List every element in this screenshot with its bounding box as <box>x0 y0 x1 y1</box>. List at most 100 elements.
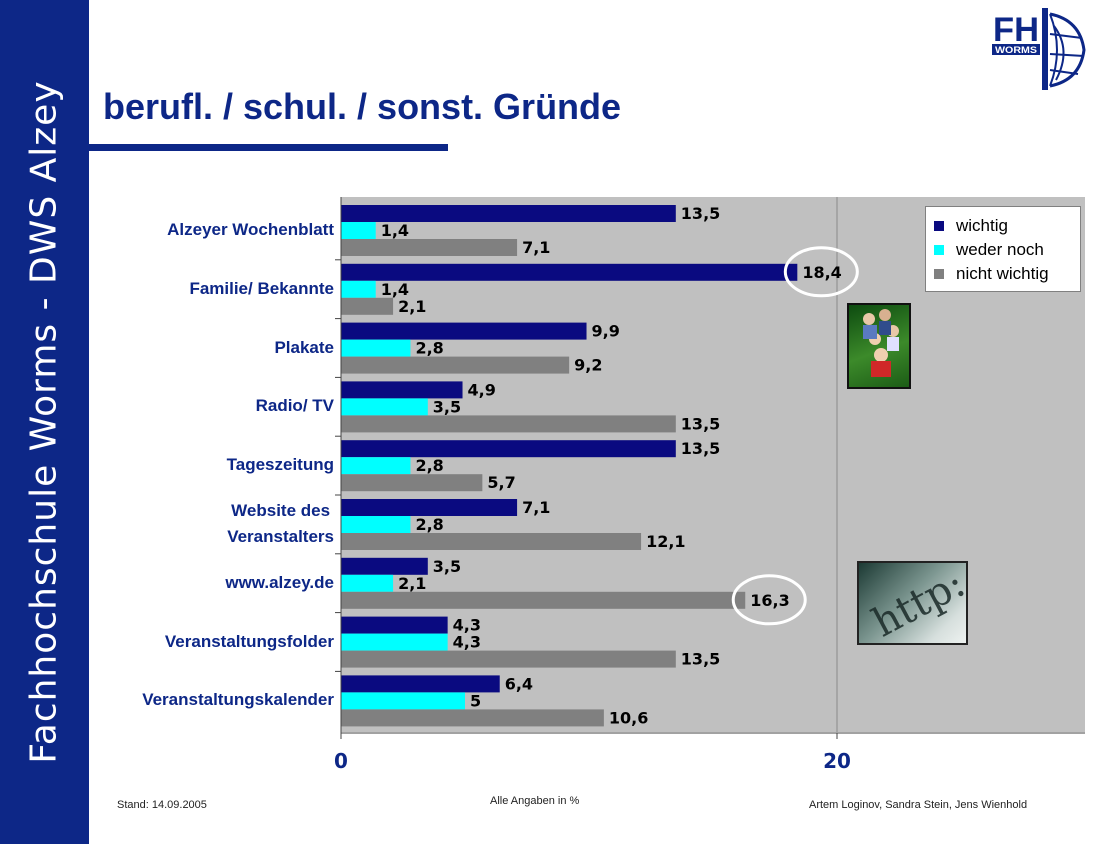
bar-wichtig-veranstaltungsfolder <box>341 616 448 634</box>
title-underline <box>89 144 448 151</box>
category-label-line: Veranstaltungskalender <box>142 690 334 710</box>
legend-swatch-weder-noch <box>934 245 944 255</box>
category-label-website-des-veranstalters: Website des Veranstalters <box>227 498 334 550</box>
data-label: 10,6 <box>609 708 648 727</box>
category-label-line: www.alzey.de <box>225 572 334 592</box>
highlight-circle <box>731 574 807 626</box>
data-label: 9,2 <box>574 356 602 375</box>
category-label-line: Familie/ Bekannte <box>189 278 334 298</box>
data-label: 12,1 <box>646 532 685 551</box>
bar-weder-noch-alzeyer-wochenblatt <box>341 222 376 239</box>
data-label: 13,5 <box>681 439 720 458</box>
category-label-line: Website des <box>231 501 331 520</box>
bar-wichtig-www-alzey-de <box>341 557 428 575</box>
bar-wichtig-alzeyer-wochenblatt <box>341 205 676 222</box>
legend-label: nicht wichtig <box>956 264 1049 283</box>
data-label: 1,4 <box>381 221 409 240</box>
data-label: 5 <box>470 691 481 710</box>
footer-authors: Artem Loginov, Sandra Stein, Jens Wienho… <box>809 799 1028 811</box>
bar-wichtig-tageszeitung <box>341 440 676 458</box>
data-label: 2,8 <box>415 515 443 534</box>
bar-nicht-wichtig-website-des-veranstalters <box>341 533 642 550</box>
bar-weder-noch-plakate <box>341 339 411 357</box>
data-label: 18,4 <box>802 263 841 282</box>
data-label: 2,8 <box>415 456 443 475</box>
category-label-www-alzey-de: www.alzey.de <box>225 570 334 596</box>
group-photo <box>847 303 911 389</box>
bar-wichtig-familie-bekannte <box>341 263 798 281</box>
data-label: 3,5 <box>433 557 461 576</box>
highlight-circle <box>783 246 859 298</box>
bar-nicht-wichtig-www-alzey-de <box>341 591 746 609</box>
category-label-familie-bekannte: Familie/ Bekannte <box>189 276 334 302</box>
category-label-line: Radio/ TV <box>255 396 334 416</box>
legend-swatch-nicht-wichtig <box>934 269 944 279</box>
bar-nicht-wichtig-plakate <box>341 356 570 374</box>
sidebar: Fachhochschule Worms - DWS Alzey <box>0 0 89 844</box>
data-label: 6,4 <box>505 674 533 693</box>
data-label: 4,9 <box>468 380 496 399</box>
http-image: http: <box>857 561 968 645</box>
data-label: 1,4 <box>381 280 409 299</box>
data-label: 7,1 <box>522 498 550 517</box>
bar-wichtig-veranstaltungskalender <box>341 675 500 693</box>
bar-wichtig-plakate <box>341 322 587 340</box>
bar-weder-noch-radio-tv <box>341 398 428 416</box>
logo-worms-text: WORMS <box>995 45 1037 55</box>
legend-swatch-wichtig <box>934 221 944 231</box>
legend-item-weder-noch: weder noch <box>934 238 1080 262</box>
bar-weder-noch-tageszeitung <box>341 457 411 475</box>
page-title: berufl. / schul. / sonst. Gründe <box>103 86 622 127</box>
legend-item-wichtig: wichtig <box>934 214 1080 238</box>
category-label-line: Plakate <box>274 337 334 357</box>
bar-wichtig-radio-tv <box>341 381 463 399</box>
bar-nicht-wichtig-veranstaltungsfolder <box>341 650 676 668</box>
category-label-veranstaltungskalender: Veranstaltungskalender <box>142 687 334 713</box>
data-label: 16,3 <box>750 591 789 610</box>
data-label: 2,8 <box>415 339 443 358</box>
data-label: 9,9 <box>592 322 620 341</box>
svg-text:http:: http: <box>865 563 966 643</box>
bar-weder-noch-veranstaltungsfolder <box>341 633 448 651</box>
category-label-line: Veranstalters <box>227 527 334 546</box>
category-label-line: Veranstaltungsfolder <box>164 631 334 651</box>
category-label-alzeyer-wochenblatt: Alzeyer Wochenblatt <box>167 217 334 243</box>
x-tick-label: 20 <box>823 749 851 773</box>
data-label: 4,3 <box>453 633 481 652</box>
legend: wichtig weder noch nicht wichtig <box>925 206 1081 292</box>
legend-label: wichtig <box>956 216 1008 235</box>
data-label: 13,5 <box>681 414 720 433</box>
bar-weder-noch-veranstaltungskalender <box>341 692 465 710</box>
bar-nicht-wichtig-familie-bekannte <box>341 297 394 315</box>
fh-worms-logo: FH WORMS <box>984 6 1088 92</box>
data-label: 2,1 <box>398 297 426 316</box>
bar-nicht-wichtig-veranstaltungskalender <box>341 709 604 727</box>
data-label: 7,1 <box>522 238 550 257</box>
data-label: 4,3 <box>453 616 481 635</box>
category-label-plakate: Plakate <box>274 335 334 361</box>
bar-weder-noch-familie-bekannte <box>341 280 376 298</box>
bar-weder-noch-website-des-veranstalters <box>341 516 411 533</box>
category-label-veranstaltungsfolder: Veranstaltungsfolder <box>165 629 334 655</box>
category-label-line: Tageszeitung <box>226 455 334 475</box>
category-label-tageszeitung: Tageszeitung <box>227 452 334 478</box>
footer-date: Stand: 14.09.2005 <box>117 799 207 811</box>
data-label: 13,5 <box>681 650 720 669</box>
bar-nicht-wichtig-tageszeitung <box>341 474 483 492</box>
footer-note: Alle Angaben in % <box>490 795 580 807</box>
data-label: 3,5 <box>433 397 461 416</box>
category-label-radio-tv: Radio/ TV <box>256 393 334 419</box>
data-label: 5,7 <box>487 473 515 492</box>
logo-fh-text: FH <box>993 11 1039 49</box>
data-label: 2,1 <box>398 574 426 593</box>
bar-nicht-wichtig-alzeyer-wochenblatt <box>341 239 518 256</box>
category-label-line: Alzeyer Wochenblatt <box>167 220 334 239</box>
x-tick-label: 0 <box>334 749 348 773</box>
data-label: 13,5 <box>681 204 720 223</box>
bar-nicht-wichtig-radio-tv <box>341 415 676 433</box>
legend-label: weder noch <box>956 240 1044 259</box>
bar-wichtig-website-des-veranstalters <box>341 499 518 516</box>
bar-weder-noch-www-alzey-de <box>341 574 394 592</box>
legend-item-nicht-wichtig: nicht wichtig <box>934 262 1080 286</box>
